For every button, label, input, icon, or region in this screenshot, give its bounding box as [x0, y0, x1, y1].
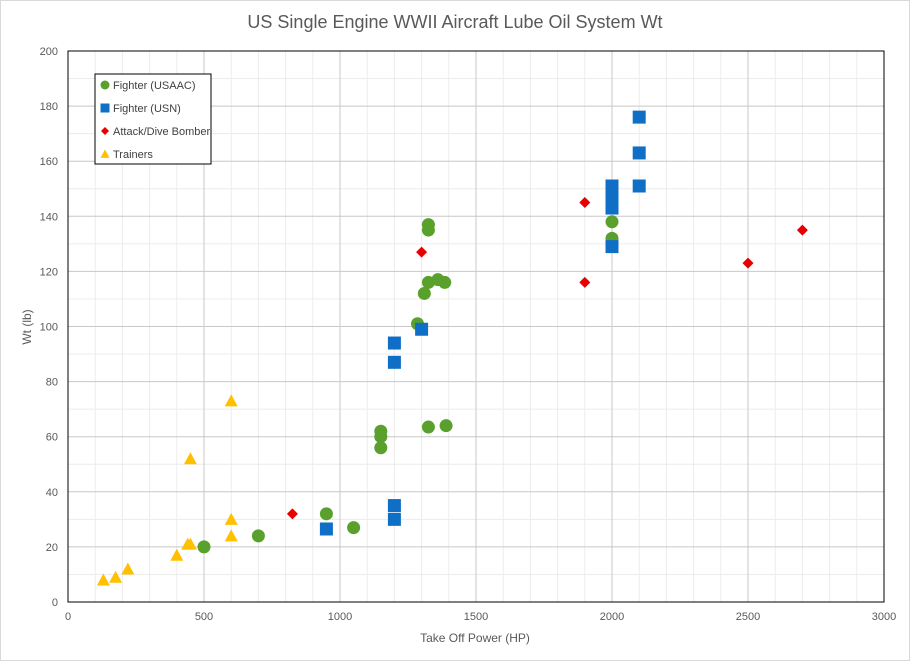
data-point-square — [387, 512, 401, 526]
legend-box — [94, 73, 212, 165]
data-point-diamond — [579, 197, 591, 209]
x-tick-label: 2000 — [600, 611, 624, 623]
y-tick-label: 100 — [40, 322, 58, 334]
legend-label: Trainers — [113, 149, 153, 161]
data-point-square — [605, 193, 619, 207]
data-point-square — [387, 499, 401, 513]
data-point-diamond — [796, 224, 808, 236]
y-axis-title: Wt (lb) — [20, 309, 34, 344]
legend-marker-square — [100, 103, 110, 113]
data-point-triangle — [183, 537, 197, 550]
chart-title: US Single Engine WWII Aircraft Lube Oil … — [247, 12, 662, 32]
x-axis-ticks: 0 500 1000 1500 2000 2500 3000 — [65, 611, 896, 623]
data-point-square — [605, 179, 619, 193]
legend-label: Fighter (USN) — [113, 103, 181, 115]
data-point-square — [319, 522, 333, 536]
x-tick-label: 0 — [65, 611, 71, 623]
y-tick-label: 140 — [40, 211, 58, 223]
data-point-triangle — [183, 452, 197, 465]
legend-label: Attack/Dive Bomber — [113, 126, 211, 138]
data-point-square — [632, 110, 646, 124]
data-point-square — [387, 336, 401, 350]
data-point-circle — [421, 218, 435, 232]
data-point-diamond — [286, 508, 298, 520]
x-tick-label: 2500 — [736, 611, 760, 623]
data-point-circle — [374, 441, 388, 455]
legend-marker-diamond — [101, 127, 109, 135]
legend-marker-triangle — [100, 149, 110, 158]
data-point-circle — [197, 540, 211, 554]
data-point-triangle — [224, 512, 238, 525]
data-point-triangle — [170, 548, 184, 561]
data-point-diamond — [579, 276, 591, 288]
data-point-circle — [605, 215, 619, 229]
data-point-triangle — [224, 529, 238, 542]
y-tick-label: 160 — [40, 156, 58, 168]
data-point-square — [415, 322, 429, 336]
data-point-circle — [439, 419, 453, 433]
data-point-triangle — [121, 562, 135, 575]
data-point-triangle — [224, 394, 238, 407]
data-point-square — [632, 179, 646, 193]
y-tick-label: 60 — [46, 432, 58, 444]
data-point-triangle — [96, 573, 110, 586]
x-axis-title: Take Off Power (HP) — [420, 631, 530, 645]
legend: Fighter (USAAC) Fighter (USN) Attack/Dive … — [94, 73, 212, 165]
y-tick-label: 20 — [46, 542, 58, 554]
y-tick-label: 200 — [40, 46, 58, 58]
y-tick-label: 40 — [46, 487, 58, 499]
y-tick-label: 80 — [46, 377, 58, 389]
y-tick-label: 120 — [40, 266, 58, 278]
x-tick-label: 500 — [195, 611, 213, 623]
y-tick-label: 0 — [52, 597, 58, 609]
data-point-circle — [251, 529, 265, 543]
x-tick-label: 1500 — [464, 611, 488, 623]
x-tick-label: 1000 — [328, 611, 352, 623]
data-point-circle — [374, 424, 388, 438]
data-point-circle — [347, 521, 361, 535]
y-axis-ticks: 0 20 40 60 80 100 120 140 160 180 200 — [40, 46, 58, 609]
plot-area-border — [67, 50, 885, 603]
data-point-circle — [319, 507, 333, 521]
y-tick-label: 180 — [40, 101, 58, 113]
data-point-triangle — [109, 570, 123, 583]
data-point-diamond — [742, 257, 754, 269]
data-points — [96, 110, 808, 586]
data-point-circle — [417, 286, 431, 300]
data-point-circle — [421, 420, 435, 434]
data-point-square — [632, 146, 646, 160]
data-point-diamond — [416, 246, 428, 258]
legend-marker-circle — [100, 80, 110, 90]
x-tick-label: 3000 — [872, 611, 896, 623]
data-point-circle — [438, 275, 452, 289]
data-point-square — [605, 240, 619, 254]
legend-label: Fighter (USAAC) — [113, 80, 196, 92]
data-point-square — [387, 355, 401, 369]
